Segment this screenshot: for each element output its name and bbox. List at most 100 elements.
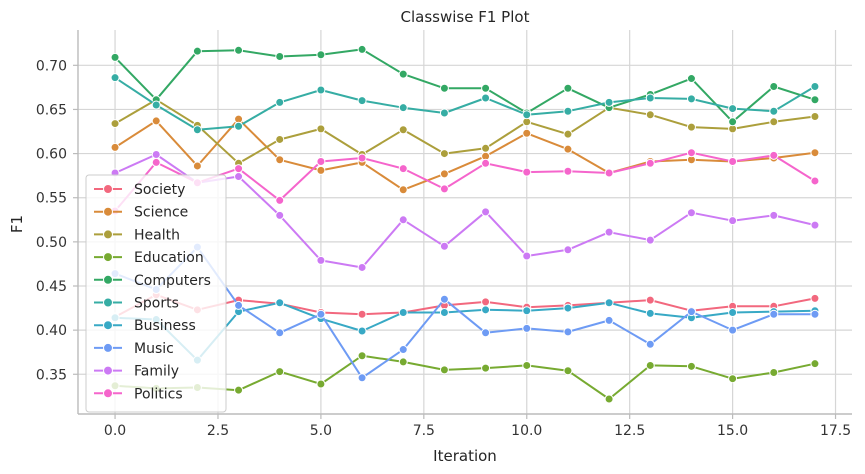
x-tick-label: 5.0: [310, 423, 332, 439]
series-line: [114, 246, 815, 379]
data-point: [728, 307, 738, 317]
data-point: [563, 144, 573, 154]
data-point: [357, 326, 367, 336]
legend-item: Music: [94, 341, 174, 357]
data-point: [728, 216, 738, 226]
data-point: [275, 210, 285, 220]
legend-item: Computers: [94, 273, 211, 289]
legend-item: Education: [94, 250, 204, 266]
legend-label: Science: [134, 205, 188, 221]
data-point: [481, 158, 491, 168]
data-point: [686, 361, 696, 371]
data-point: [481, 363, 491, 373]
data-point: [110, 73, 120, 83]
data-point: [686, 122, 696, 132]
data-point: [563, 245, 573, 255]
data-point: [728, 374, 738, 384]
data-point: [234, 385, 244, 395]
y-tick-label: 0.35: [36, 367, 67, 383]
data-point: [398, 103, 408, 113]
data-point: [522, 306, 532, 316]
data-point: [769, 309, 779, 319]
data-point: [810, 95, 820, 105]
data-point: [686, 307, 696, 317]
data-point: [645, 158, 655, 168]
x-axis-title: Iteration: [433, 447, 497, 465]
data-point: [645, 93, 655, 103]
data-point: [275, 134, 285, 144]
data-point: [357, 153, 367, 163]
legend: Society Science Health Education Computers Sp…: [85, 174, 227, 413]
data-point: [275, 195, 285, 205]
series-line: [114, 48, 816, 123]
axes: 0.0 2.5 5.0 7.5 10.0 12.5 15.0 17.5 0.35 0.40 0.45…: [36, 30, 852, 439]
data-point: [398, 215, 408, 225]
data-point: [316, 157, 326, 167]
series-line: [114, 153, 816, 269]
data-point: [398, 164, 408, 174]
legend-label: Politics: [134, 386, 183, 402]
data-point: [645, 235, 655, 245]
data-point: [234, 164, 244, 174]
data-point: [439, 307, 449, 317]
data-point: [481, 297, 491, 307]
data-point: [234, 172, 244, 182]
data-point: [563, 303, 573, 313]
data-point: [316, 309, 326, 319]
data-point: [316, 124, 326, 134]
data-point: [439, 108, 449, 118]
y-tick-label: 0.45: [36, 279, 67, 295]
data-point: [522, 128, 532, 138]
legend-label: Business: [134, 318, 196, 334]
data-point: [151, 116, 161, 126]
data-point: [398, 357, 408, 367]
data-point: [439, 241, 449, 251]
series-politics: [110, 148, 820, 216]
legend-swatch-marker: [103, 274, 113, 285]
data-point: [275, 298, 285, 308]
data-point: [810, 293, 820, 303]
data-point: [604, 298, 614, 308]
data-point: [275, 367, 285, 377]
y-tick-label: 0.50: [36, 235, 67, 251]
data-point: [316, 50, 326, 60]
data-point: [604, 168, 614, 178]
data-point: [522, 323, 532, 333]
data-point: [398, 307, 408, 317]
data-point: [439, 294, 449, 304]
x-tick-label: 2.5: [207, 423, 229, 439]
data-point: [398, 345, 408, 355]
data-point: [728, 117, 738, 127]
data-point: [645, 360, 655, 370]
legend-label: Sports: [134, 296, 179, 312]
data-point: [769, 106, 779, 116]
data-point: [110, 119, 120, 129]
legend-label: Society: [134, 182, 185, 198]
data-point: [810, 309, 820, 319]
legend-label: Education: [134, 250, 204, 266]
series-sports: [110, 73, 820, 135]
data-point: [522, 251, 532, 261]
data-point: [769, 210, 779, 220]
legend-item: Society: [94, 182, 185, 198]
data-point: [810, 112, 820, 122]
data-point: [810, 359, 820, 369]
data-point: [604, 97, 614, 107]
data-point: [686, 94, 696, 104]
x-tick-label: 17.5: [820, 423, 851, 439]
data-point: [810, 220, 820, 230]
data-point: [563, 106, 573, 116]
data-point: [398, 185, 408, 195]
data-point: [316, 379, 326, 389]
legend-swatch-marker: [103, 388, 113, 399]
data-point: [316, 165, 326, 175]
chart-title: Classwise F1 Plot: [401, 8, 530, 26]
data-point: [604, 315, 614, 325]
data-point: [151, 100, 161, 110]
data-point: [481, 328, 491, 338]
data-point: [110, 52, 120, 62]
data-point: [604, 394, 614, 404]
data-point: [275, 328, 285, 338]
data-point: [481, 93, 491, 103]
legend-swatch-marker: [103, 229, 113, 240]
